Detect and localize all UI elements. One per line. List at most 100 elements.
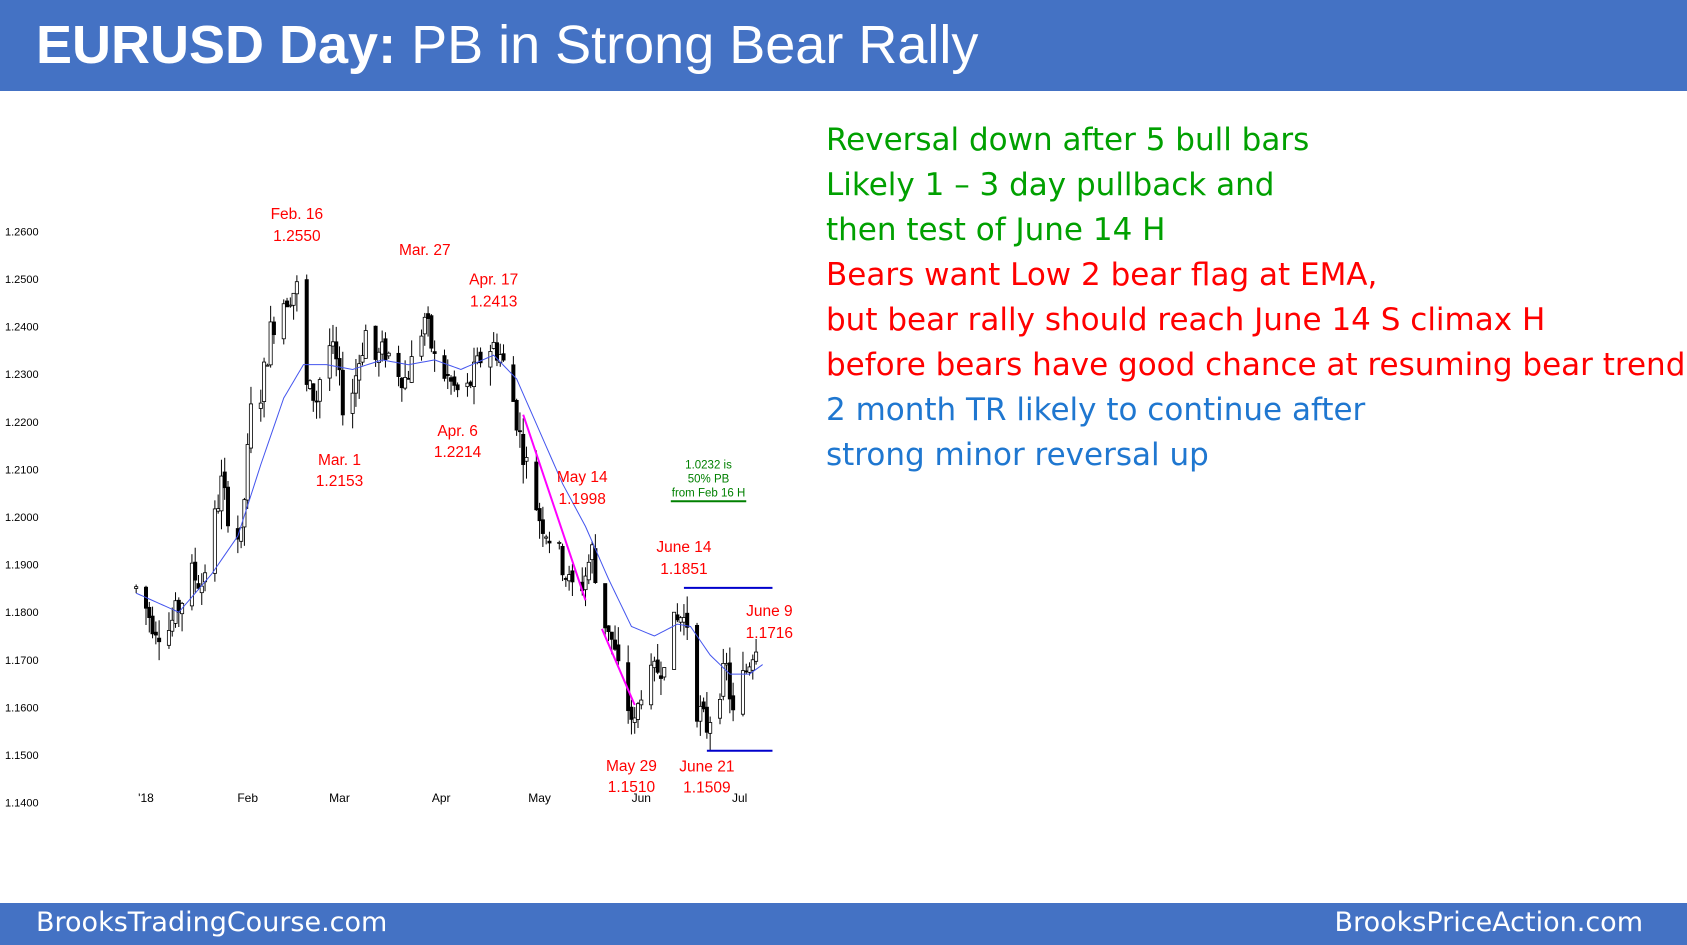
bull-candle bbox=[291, 292, 296, 306]
bull-candle bbox=[524, 457, 529, 462]
annotation-label: May 29 bbox=[606, 758, 657, 775]
bear-candle bbox=[373, 325, 378, 360]
x-tick-label: Apr bbox=[432, 791, 451, 805]
bear-candle bbox=[449, 377, 454, 382]
bull-candle bbox=[721, 663, 726, 697]
footer-left-text: BrooksTradingCourse.com bbox=[36, 907, 388, 938]
target-note-text: 1.0232 is bbox=[685, 459, 732, 471]
bull-candle bbox=[422, 316, 427, 335]
bull-candle bbox=[189, 562, 194, 607]
bear-candle bbox=[511, 364, 516, 402]
bear-candle bbox=[616, 644, 621, 662]
bear-candle bbox=[455, 384, 460, 391]
annotation-label: Apr. 17 bbox=[469, 271, 518, 288]
bear-candle bbox=[547, 540, 552, 544]
bear-candle bbox=[225, 486, 230, 527]
bull-candle bbox=[586, 561, 591, 581]
bear-candle bbox=[695, 624, 700, 722]
bull-candle bbox=[294, 281, 299, 295]
annotation-label: May 14 bbox=[557, 469, 608, 486]
bear-candle bbox=[514, 400, 519, 431]
bear-candle bbox=[442, 355, 447, 379]
bear-candle bbox=[540, 519, 545, 534]
commentary-notes: Reversal down after 5 bull bars Likely 1 … bbox=[826, 118, 1685, 478]
bear-candle bbox=[337, 358, 342, 371]
target-note-text: 50% PB bbox=[688, 473, 730, 485]
note-line: before bears have good chance at resumin… bbox=[826, 347, 1686, 383]
y-tick-label: 1.2000 bbox=[5, 512, 39, 524]
x-tick-label: Mar bbox=[329, 791, 350, 805]
bear-candle bbox=[701, 701, 706, 710]
annotation-value: 1.2550 bbox=[273, 228, 321, 245]
x-tick-label: Feb bbox=[237, 791, 258, 805]
annotation-label: June 21 bbox=[679, 759, 734, 776]
y-tick-label: 1.1900 bbox=[5, 560, 39, 572]
annotation-value: 1.1851 bbox=[660, 561, 707, 578]
bull-candle bbox=[544, 536, 549, 539]
bull-candle bbox=[471, 361, 476, 388]
bull-candle bbox=[288, 304, 293, 307]
y-tick-label: 1.2400 bbox=[5, 322, 39, 334]
bull-candle bbox=[465, 382, 470, 388]
note-line: then test of June 14 H bbox=[826, 212, 1166, 248]
bull-candle bbox=[678, 617, 683, 623]
note-line: Bears want Low 2 bear flag at EMA, bbox=[826, 257, 1378, 293]
bear-candle bbox=[468, 381, 473, 386]
bull-candle bbox=[212, 508, 217, 574]
footer-right-text: BrooksPriceAction.com bbox=[1334, 907, 1643, 938]
bear-candle bbox=[429, 315, 434, 349]
footer-bar: BrooksTradingCourse.com BrooksPriceActio… bbox=[0, 903, 1687, 945]
bull-candle bbox=[170, 619, 175, 632]
annotation-label: Mar. 27 bbox=[399, 242, 451, 259]
bear-candle bbox=[534, 461, 539, 511]
bull-candle bbox=[708, 722, 713, 734]
bear-candle bbox=[727, 662, 732, 700]
bear-candle bbox=[685, 612, 690, 628]
bear-candle bbox=[521, 433, 526, 465]
header-bar: EURUSD Day: PB in Strong Bear Rally bbox=[0, 0, 1687, 91]
bear-candle bbox=[675, 614, 680, 621]
y-tick-label: 1.1800 bbox=[5, 607, 39, 619]
bear-candle bbox=[271, 321, 276, 336]
bull-candle bbox=[330, 341, 335, 347]
bear-candle bbox=[432, 351, 437, 354]
bull-candle bbox=[747, 666, 752, 673]
annotation-value: 1.1998 bbox=[559, 491, 606, 508]
annotation-label: June 14 bbox=[656, 539, 712, 556]
y-tick-label: 1.1400 bbox=[5, 798, 39, 810]
y-tick-label: 1.1500 bbox=[5, 750, 39, 762]
bear-candle bbox=[285, 300, 290, 308]
bull-candle bbox=[681, 617, 686, 623]
bear-candle bbox=[603, 583, 608, 629]
annotation-value: 1.2153 bbox=[316, 473, 363, 490]
bear-candle bbox=[452, 376, 457, 386]
bull-candle bbox=[258, 402, 263, 409]
y-tick-label: 1.2500 bbox=[5, 274, 39, 286]
bull-candle bbox=[245, 444, 250, 501]
bull-candle bbox=[419, 335, 424, 357]
bear-candle bbox=[560, 546, 565, 576]
y-tick-label: 1.2100 bbox=[5, 464, 39, 476]
bull-candle bbox=[380, 341, 385, 355]
bear-candle bbox=[147, 606, 152, 619]
bear-candle bbox=[478, 351, 483, 364]
bull-candle bbox=[360, 355, 365, 363]
slide-title: EURUSD Day: PB in Strong Bear Rally bbox=[36, 15, 979, 75]
bear-candle bbox=[193, 561, 198, 581]
x-tick-label: Jun bbox=[632, 791, 651, 805]
bear-candle bbox=[445, 374, 450, 376]
annotation-value: 1.1510 bbox=[608, 779, 656, 796]
bull-candle bbox=[672, 611, 677, 670]
bull-candle bbox=[750, 659, 755, 671]
y-tick-label: 1.1600 bbox=[5, 702, 39, 714]
bear-candle bbox=[222, 471, 227, 489]
bear-candle bbox=[731, 695, 736, 711]
bull-candle bbox=[488, 351, 493, 368]
bear-candle bbox=[314, 400, 319, 403]
bear-candle bbox=[606, 625, 611, 633]
bear-candle bbox=[537, 508, 542, 522]
bear-candle bbox=[334, 341, 339, 360]
y-tick-label: 1.2300 bbox=[5, 369, 39, 381]
bull-candle bbox=[662, 667, 667, 678]
bear-candle bbox=[406, 377, 411, 380]
